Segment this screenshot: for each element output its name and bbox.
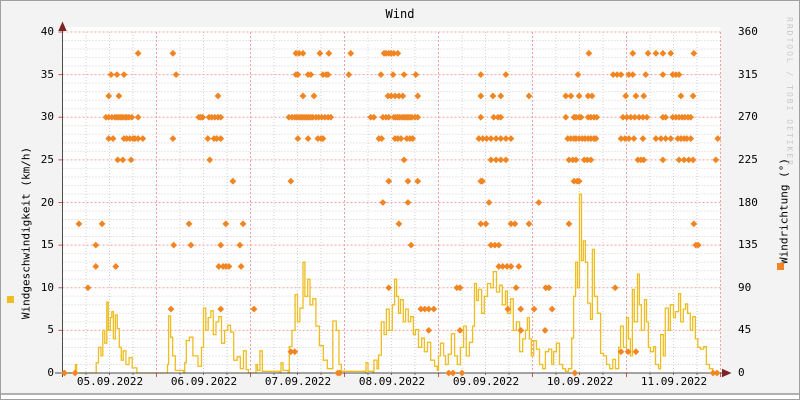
right-legend-marker [777, 263, 784, 270]
right-axis-tick-label: 90 [738, 281, 752, 294]
wind-speed-line [62, 193, 721, 374]
right-axis-tick-label: 135 [738, 238, 758, 251]
right-axis-tick-label: 180 [738, 196, 758, 209]
x-axis-date-label: 11.09.2022 [640, 375, 708, 388]
left-axis-tick-label: 5 [47, 323, 54, 336]
bottom-divider [1, 393, 799, 395]
right-axis-tick-label: 45 [738, 323, 752, 336]
y-axis-arrow [58, 21, 67, 31]
x-axis-arrow [722, 368, 732, 378]
right-axis-tick-label: 360 [738, 25, 758, 38]
left-axis-tick-label: 0 [47, 366, 54, 379]
left-axis-tick-label: 10 [40, 281, 54, 294]
chart-title: Wind [385, 7, 415, 21]
left-axis-tick-label: 40 [40, 25, 54, 38]
left-axis-title: Windgeschwindigkeit (km/h) [19, 146, 33, 320]
right-axis-tick-label: 270 [738, 110, 758, 123]
x-axis-date-label: 09.09.2022 [452, 375, 520, 388]
axes [55, 21, 732, 378]
right-axis-tick-label: 225 [738, 153, 758, 166]
right-axis-tick-label: 315 [738, 68, 758, 81]
left-axis-tick-label: 25 [40, 153, 54, 166]
wind-direction-points [61, 49, 722, 377]
watermark: RRDTOOL / TOBI OETIKER [785, 17, 794, 167]
right-axis-title: Windrichtung (°) [777, 158, 791, 264]
x-axis-date-label: 10.09.2022 [546, 375, 614, 388]
left-axis-tick-label: 30 [40, 110, 54, 123]
left-axis-tick-label: 35 [40, 68, 54, 81]
x-axis-date-label: 07.09.2022 [264, 375, 332, 388]
right-axis-tick-label: 0 [738, 366, 745, 379]
x-axis-date-label: 08.09.2022 [358, 375, 426, 388]
left-axis-tick-label: 20 [40, 196, 54, 209]
x-axis-date-label: 06.09.2022 [170, 375, 238, 388]
x-axis-date-label: 05.09.2022 [76, 375, 144, 388]
left-legend-marker [7, 296, 14, 303]
left-axis-tick-label: 15 [40, 238, 54, 251]
